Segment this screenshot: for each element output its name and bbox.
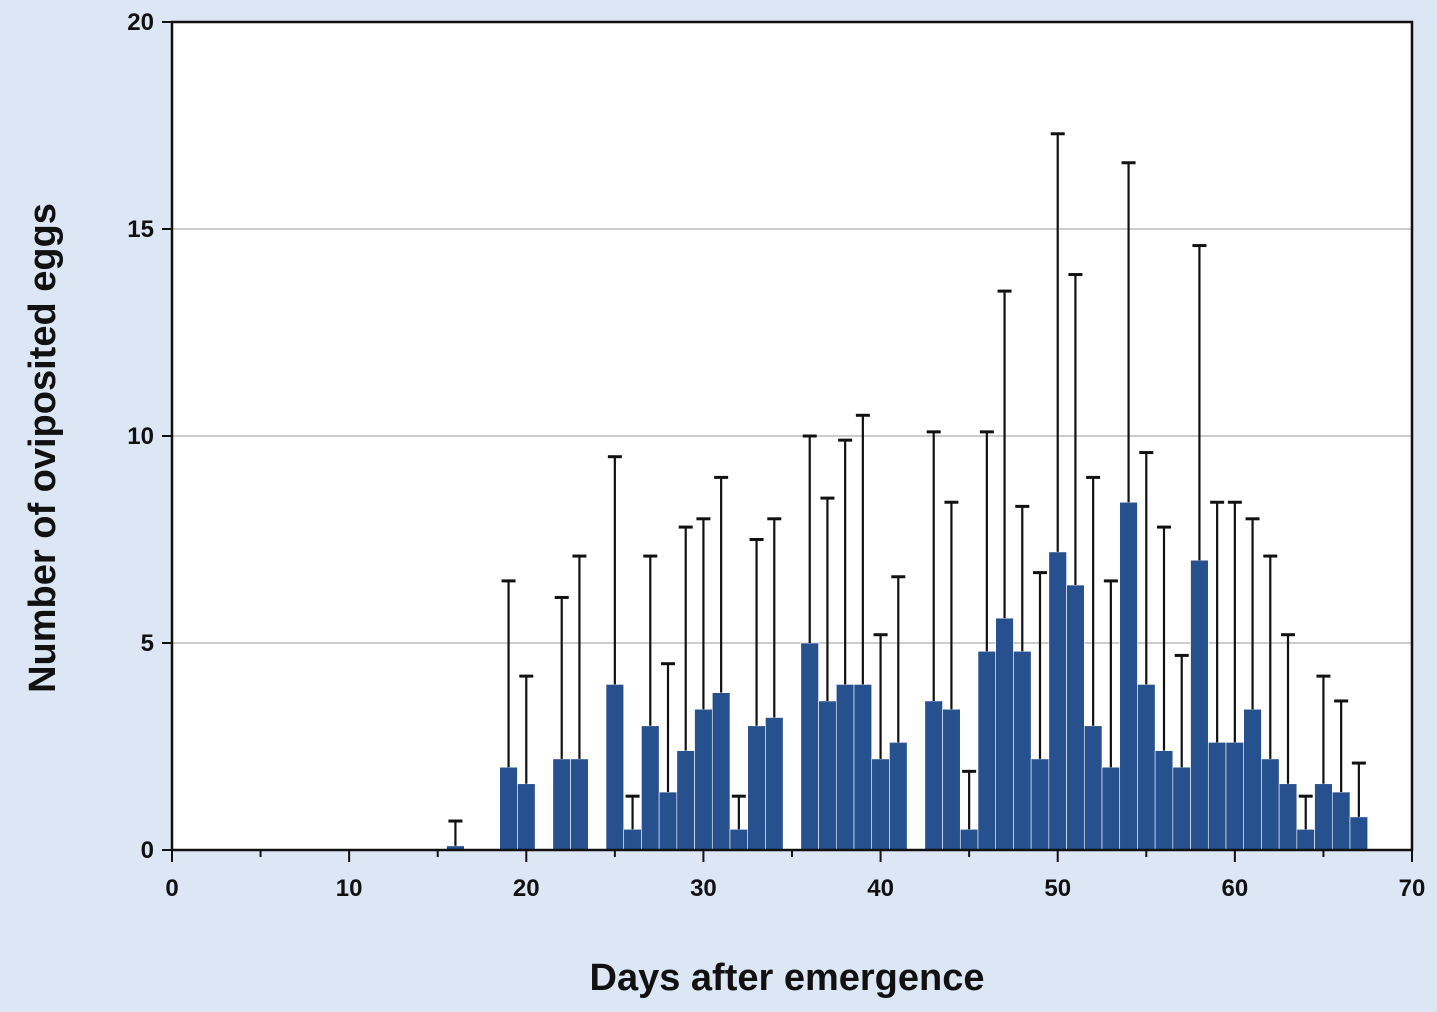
y-tick-label: 20 bbox=[127, 9, 154, 36]
bar bbox=[623, 828, 642, 851]
bar bbox=[658, 791, 678, 851]
x-axis-label: Days after emergence bbox=[590, 957, 985, 999]
x-tick-label: 60 bbox=[1222, 875, 1249, 902]
x-tick-label: 0 bbox=[165, 875, 178, 902]
bar bbox=[942, 708, 961, 851]
bar bbox=[977, 650, 997, 851]
bar bbox=[959, 828, 979, 851]
bar bbox=[1331, 791, 1351, 851]
bar bbox=[1278, 783, 1298, 851]
bar bbox=[641, 725, 660, 851]
x-tick-label: 50 bbox=[1044, 875, 1071, 902]
bar bbox=[924, 700, 943, 851]
bar bbox=[552, 758, 571, 851]
bar bbox=[1013, 650, 1032, 851]
bar bbox=[853, 684, 873, 851]
y-tick-label: 5 bbox=[141, 630, 154, 657]
bar bbox=[1101, 766, 1121, 851]
bar bbox=[729, 828, 749, 851]
bar bbox=[818, 700, 837, 851]
bar bbox=[871, 758, 890, 851]
bars bbox=[446, 501, 1369, 851]
bar bbox=[694, 708, 713, 851]
bar bbox=[765, 717, 784, 851]
error-bars bbox=[448, 132, 1366, 846]
bar bbox=[1048, 551, 1067, 851]
bar bbox=[1225, 742, 1245, 851]
bar bbox=[605, 684, 625, 851]
x-tick-label: 20 bbox=[513, 875, 540, 902]
bar bbox=[1243, 708, 1262, 851]
bar bbox=[1314, 783, 1333, 851]
x-tick-label: 10 bbox=[336, 875, 363, 902]
bar bbox=[570, 758, 589, 851]
bar bbox=[517, 783, 536, 851]
x-tick-label: 30 bbox=[690, 875, 717, 902]
bar bbox=[1066, 584, 1085, 851]
bar bbox=[1261, 758, 1280, 851]
bar bbox=[1296, 828, 1315, 851]
bar bbox=[1207, 742, 1227, 851]
bar bbox=[1190, 559, 1209, 851]
y-tick-label: 10 bbox=[127, 423, 154, 450]
bar bbox=[747, 725, 766, 851]
bar bbox=[1154, 750, 1174, 851]
bar bbox=[1119, 501, 1138, 851]
bar bbox=[711, 692, 731, 851]
bar bbox=[1083, 725, 1103, 851]
bar bbox=[676, 750, 695, 851]
y-tick-label: 15 bbox=[127, 216, 154, 243]
y-tick-label: 0 bbox=[141, 837, 154, 864]
axes: 0 5 10 15 20 0 10 20 30 40 50 60 70 bbox=[127, 9, 1425, 902]
y-axis-label: Number of oviposited eggs bbox=[22, 203, 64, 693]
bar bbox=[889, 742, 908, 851]
bar bbox=[995, 617, 1014, 851]
bar bbox=[800, 642, 819, 851]
bar bbox=[1030, 758, 1050, 851]
bar bbox=[1137, 684, 1156, 851]
x-tick-label: 70 bbox=[1399, 875, 1426, 902]
bar bbox=[835, 684, 855, 851]
x-tick-label: 40 bbox=[867, 875, 894, 902]
bar bbox=[499, 766, 518, 851]
bar bbox=[1172, 766, 1191, 851]
bar bbox=[1349, 816, 1369, 851]
